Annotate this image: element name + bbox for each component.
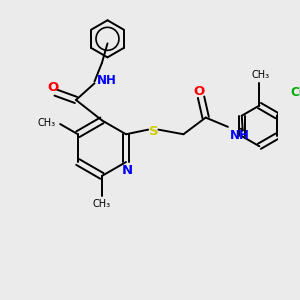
Text: N: N xyxy=(122,164,133,178)
Text: Cl: Cl xyxy=(290,86,300,99)
Text: CH₃: CH₃ xyxy=(251,70,269,80)
Text: O: O xyxy=(194,85,205,98)
Text: O: O xyxy=(47,81,58,94)
Text: CH₃: CH₃ xyxy=(93,199,111,209)
Text: NH: NH xyxy=(97,74,117,87)
Text: CH₃: CH₃ xyxy=(38,118,56,128)
Text: S: S xyxy=(149,124,159,138)
Text: NH: NH xyxy=(230,129,250,142)
